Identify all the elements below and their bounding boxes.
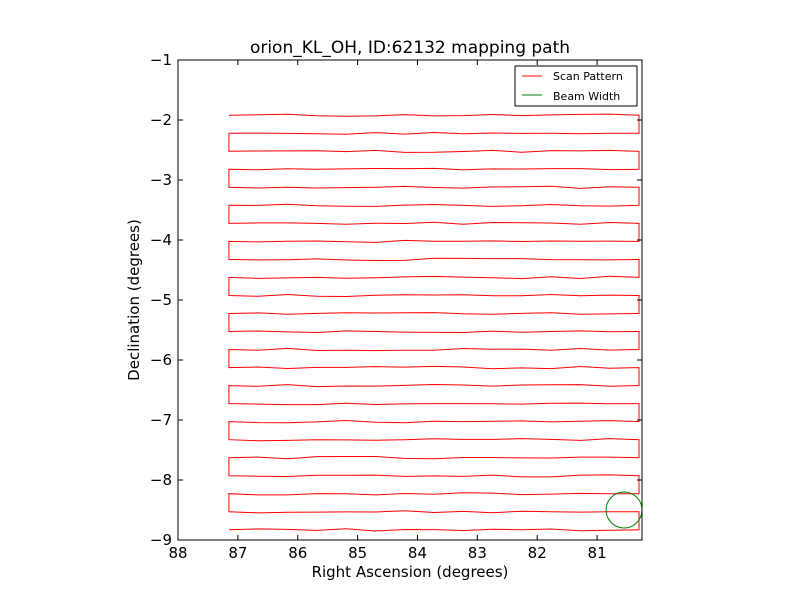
y-tick-label: −5 [150, 291, 172, 309]
scan-pattern-path [228, 113, 640, 532]
x-tick-label: 82 [528, 544, 547, 562]
x-axis: 88 87 86 85 84 83 82 81 [168, 60, 607, 562]
x-tick-label: 84 [408, 544, 427, 562]
y-tick-label: −3 [150, 171, 172, 189]
y-axis: −1 −2 −3 −4 −5 −6 −7 −8 −9 [150, 51, 642, 549]
x-tick-label: 86 [288, 544, 307, 562]
y-tick-label: −4 [150, 231, 172, 249]
legend-label-scan-pattern: Scan Pattern [553, 70, 623, 83]
y-tick-label: −7 [150, 411, 172, 429]
legend-label-beam-width: Beam Width [553, 90, 620, 103]
x-tick-label: 87 [228, 544, 247, 562]
legend: Scan Pattern Beam Width [514, 65, 638, 107]
x-axis-label: Right Ascension (degrees) [312, 563, 509, 581]
x-tick-label: 81 [588, 544, 607, 562]
plot-area [177, 59, 643, 541]
y-tick-label: −8 [150, 471, 172, 489]
y-tick-label: −6 [150, 351, 172, 369]
y-axis-label: Declination (degrees) [125, 219, 143, 381]
y-tick-label: −9 [150, 531, 172, 549]
y-tick-label: −2 [150, 111, 172, 129]
plot-frame [177, 59, 643, 541]
legend-box [514, 65, 638, 107]
x-tick-label: 88 [168, 544, 187, 562]
x-tick-label: 83 [468, 544, 487, 562]
x-tick-label: 85 [348, 544, 367, 562]
y-tick-label: −1 [150, 51, 172, 69]
beam-width-circle [605, 491, 643, 529]
chart-title: orion_KL_OH, ID:62132 mapping path [250, 38, 570, 58]
